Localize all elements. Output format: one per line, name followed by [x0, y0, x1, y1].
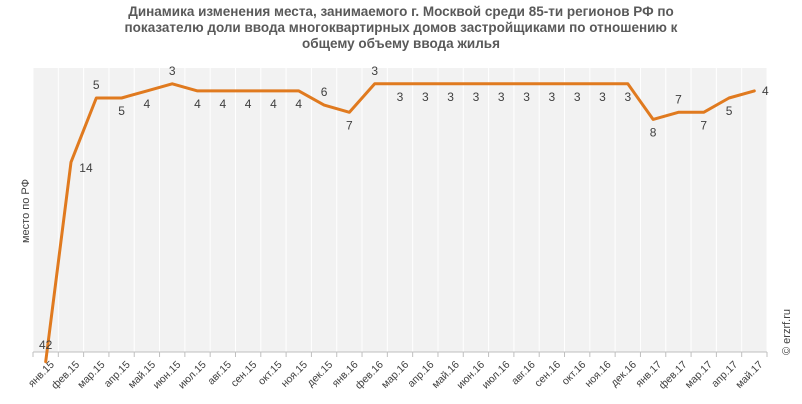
data-label: 4 — [144, 97, 151, 111]
grid-lines — [32, 68, 768, 352]
data-label: 6 — [321, 85, 328, 99]
data-label: 8 — [650, 125, 657, 139]
data-label: 3 — [523, 90, 530, 104]
chart-title-line-2: показателю доли ввода многоквартирных до… — [124, 20, 678, 35]
chart-title-line-1: Динамика изменения места, занимаемого г.… — [128, 4, 674, 19]
watermark: © erzrf.ru — [781, 309, 793, 355]
x-tick-label: май.17 — [733, 359, 765, 391]
x-tick-label: ноя.16 — [583, 359, 614, 390]
chart-title-line-3: общему объему ввода жилья — [302, 36, 500, 51]
data-label: 3 — [549, 90, 556, 104]
data-label: 3 — [397, 90, 404, 104]
data-label: 7 — [675, 92, 682, 106]
x-tick-label: фев.15 — [49, 359, 82, 392]
data-label: 3 — [599, 90, 606, 104]
data-label: 7 — [700, 118, 707, 132]
data-label: 4 — [270, 97, 277, 111]
data-label: 3 — [473, 90, 480, 104]
data-label: 3 — [574, 90, 581, 104]
series-line-layer — [44, 82, 756, 364]
data-label: 4 — [219, 97, 226, 111]
data-label: 3 — [422, 90, 429, 104]
data-label: 3 — [498, 90, 505, 104]
data-label: 3 — [169, 64, 176, 78]
data-label: 5 — [726, 104, 733, 118]
x-tick-label: мар.16 — [379, 359, 411, 391]
data-label: 14 — [79, 161, 93, 175]
data-label: 42 — [39, 338, 53, 352]
data-label: 7 — [346, 118, 353, 132]
x-tick-labels: янв.15фев.15мар.15апр.15май.15июн.15июл.… — [26, 359, 766, 392]
x-tick-label: дек.16 — [608, 359, 639, 390]
plot-area — [33, 68, 767, 352]
data-label: 3 — [624, 90, 631, 104]
chart-title: Динамика изменения места, занимаемого г.… — [60, 4, 742, 52]
x-tick-marks — [32, 352, 768, 357]
data-label: 4 — [295, 97, 302, 111]
x-tick-label: дек.15 — [305, 359, 336, 390]
data-label: 5 — [118, 104, 125, 118]
data-label: 4 — [245, 97, 252, 111]
data-label: 3 — [371, 64, 378, 78]
series-line — [44, 82, 756, 364]
y-axis-label: место по РФ — [20, 179, 32, 243]
data-label: 4 — [762, 84, 769, 98]
x-tick-label: ноя.15 — [279, 359, 310, 390]
x-tick-label: мар.17 — [683, 359, 715, 391]
x-tick-label: мар.15 — [75, 359, 107, 391]
x-tick-label: июл.15 — [176, 359, 209, 392]
x-tick-label: фев.16 — [353, 359, 386, 392]
x-tick-label: сен.16 — [532, 359, 563, 390]
data-label: 4 — [194, 97, 201, 111]
x-tick-label: фев.17 — [657, 359, 690, 392]
data-label: 3 — [447, 90, 454, 104]
data-label: 5 — [93, 78, 100, 92]
x-tick-label: июл.16 — [480, 359, 513, 392]
x-tick-label: сен.15 — [229, 359, 260, 390]
data-labels: 42 14 5 5 4 3 4 4 4 4 4 6 7 3 3 3 3 3 3 3 3 3 3 3 8 7 7 5 4 — [39, 64, 769, 352]
